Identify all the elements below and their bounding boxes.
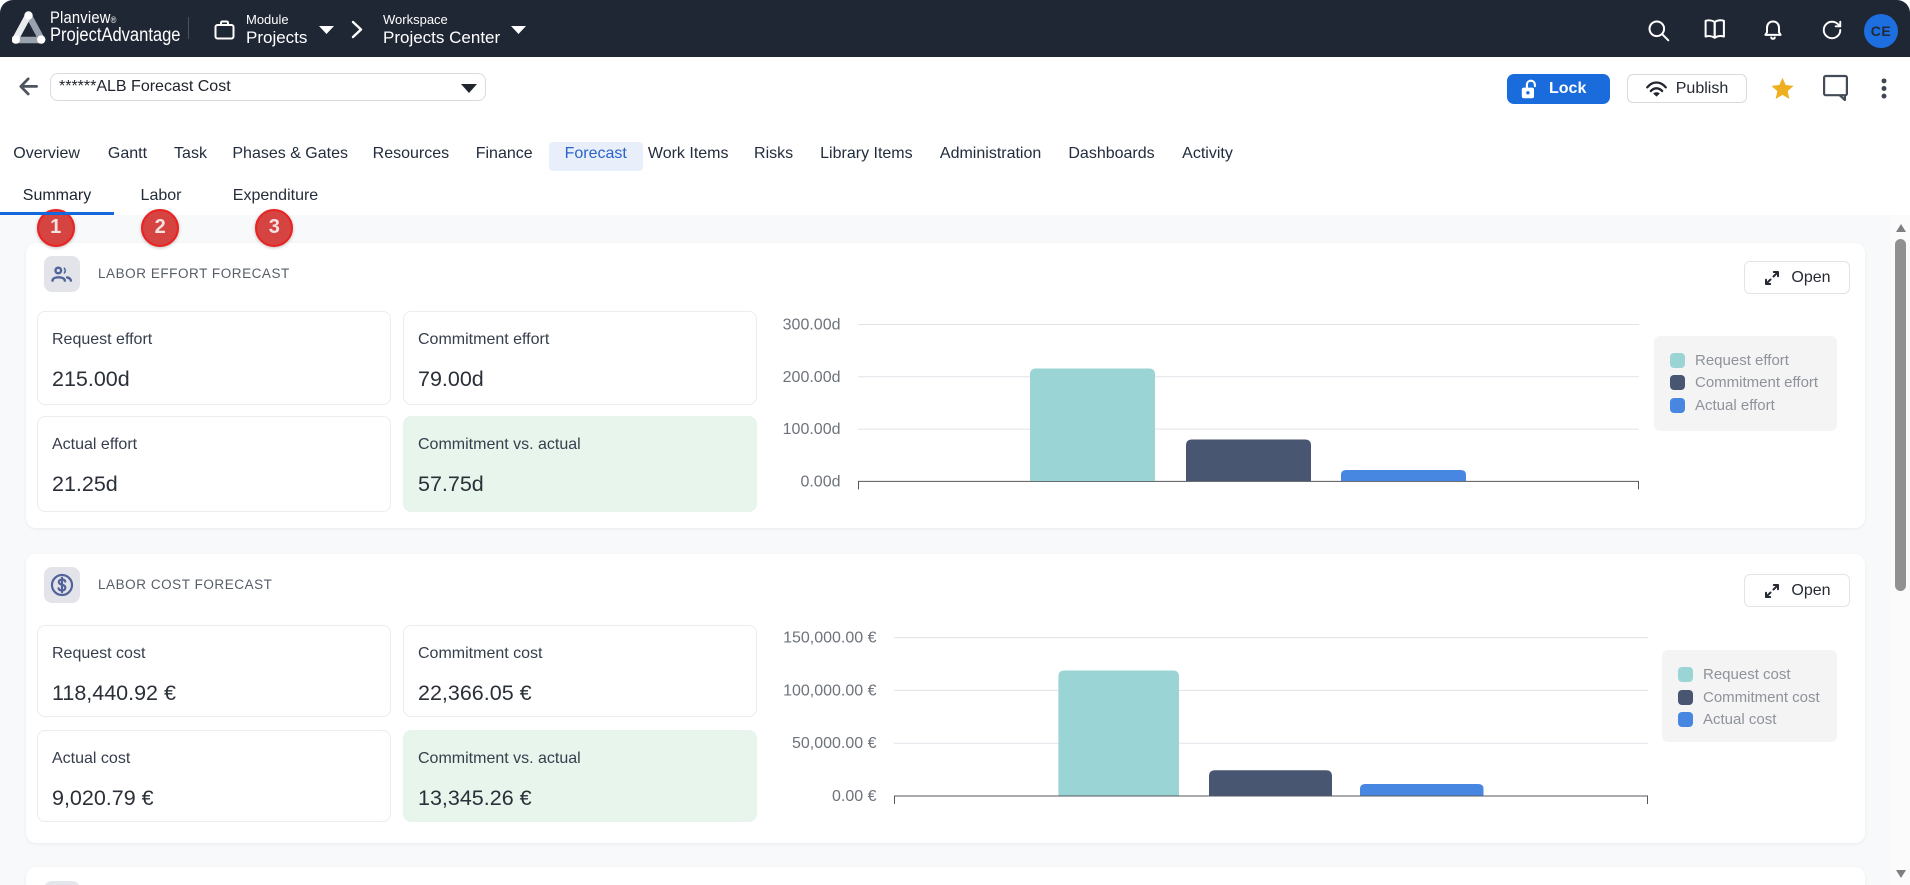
svg-text:200.00d: 200.00d <box>783 369 841 386</box>
svg-text:50,000.00 €: 50,000.00 € <box>792 735 877 752</box>
svg-text:100.00d: 100.00d <box>783 421 841 438</box>
svg-text:300.00d: 300.00d <box>783 317 841 334</box>
svg-text:100,000.00 €: 100,000.00 € <box>783 682 877 699</box>
svg-text:150,000.00 €: 150,000.00 € <box>783 630 877 647</box>
svg-text:0.00d: 0.00d <box>800 473 840 490</box>
svg-text:0.00 €: 0.00 € <box>832 788 877 805</box>
